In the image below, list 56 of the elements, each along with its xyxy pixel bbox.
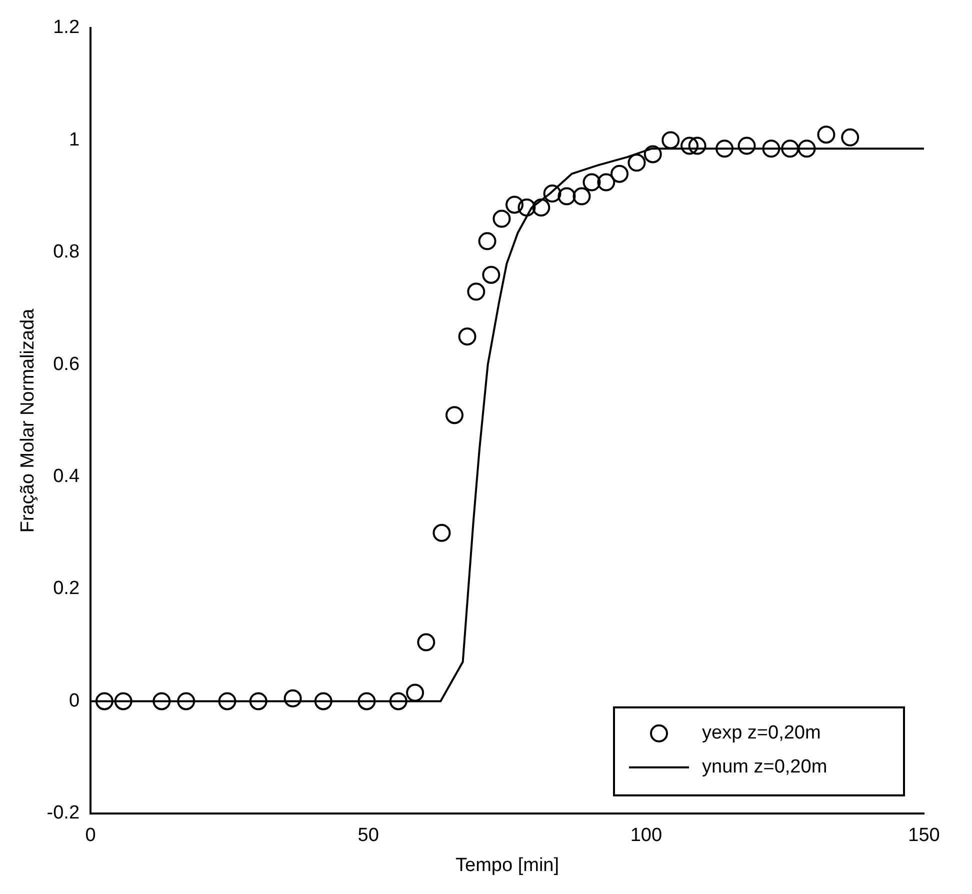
point xyxy=(358,692,376,710)
point xyxy=(532,198,550,217)
y-tick-label: 1.2 xyxy=(53,17,80,38)
x-tick-label: 50 xyxy=(358,825,379,846)
x-axis-title: Tempo [min] xyxy=(456,854,560,876)
point xyxy=(505,196,524,214)
point xyxy=(177,692,196,710)
point xyxy=(762,140,780,158)
point xyxy=(680,136,699,155)
point xyxy=(417,633,436,652)
point xyxy=(610,164,629,183)
point xyxy=(628,154,646,172)
point xyxy=(478,232,496,250)
y-tick-label: 0.6 xyxy=(53,354,80,375)
point xyxy=(597,173,616,192)
point xyxy=(458,328,476,346)
point xyxy=(406,684,424,702)
y-tick-label: 0.4 xyxy=(53,466,80,488)
point xyxy=(688,136,706,155)
point xyxy=(467,282,486,301)
legend-label: ynum z=0,20m xyxy=(702,756,828,778)
point xyxy=(432,524,451,542)
point xyxy=(738,136,756,155)
point xyxy=(543,184,562,202)
point xyxy=(558,187,576,206)
point xyxy=(644,145,662,164)
y-tick-label: 0.8 xyxy=(53,242,80,263)
point xyxy=(798,140,816,158)
x-tick-label: 0 xyxy=(85,825,96,846)
point xyxy=(582,173,601,192)
y-tick-label: 0.2 xyxy=(53,578,80,600)
point xyxy=(152,692,171,710)
point xyxy=(482,266,500,284)
point xyxy=(389,692,408,710)
point xyxy=(716,140,734,158)
point xyxy=(572,187,591,206)
point xyxy=(817,126,836,144)
point xyxy=(114,692,132,710)
x-tick-label: 100 xyxy=(630,825,662,846)
point xyxy=(314,692,332,710)
point xyxy=(518,198,536,217)
point xyxy=(781,140,800,158)
point xyxy=(841,128,860,146)
y-tick-label: 0 xyxy=(68,690,80,712)
point xyxy=(662,131,680,150)
point xyxy=(218,692,236,710)
point xyxy=(284,689,302,708)
legend-label: yexp z=0,20m xyxy=(702,722,821,744)
x-tick-label: 150 xyxy=(908,825,940,846)
point xyxy=(445,406,464,424)
point xyxy=(492,210,511,228)
y-tick-label: 1 xyxy=(68,129,80,150)
y-tick-label: -0.2 xyxy=(46,802,80,824)
y-axis-title: Fração Molar Normalizada xyxy=(18,308,39,533)
point xyxy=(95,692,114,710)
point xyxy=(249,692,268,710)
